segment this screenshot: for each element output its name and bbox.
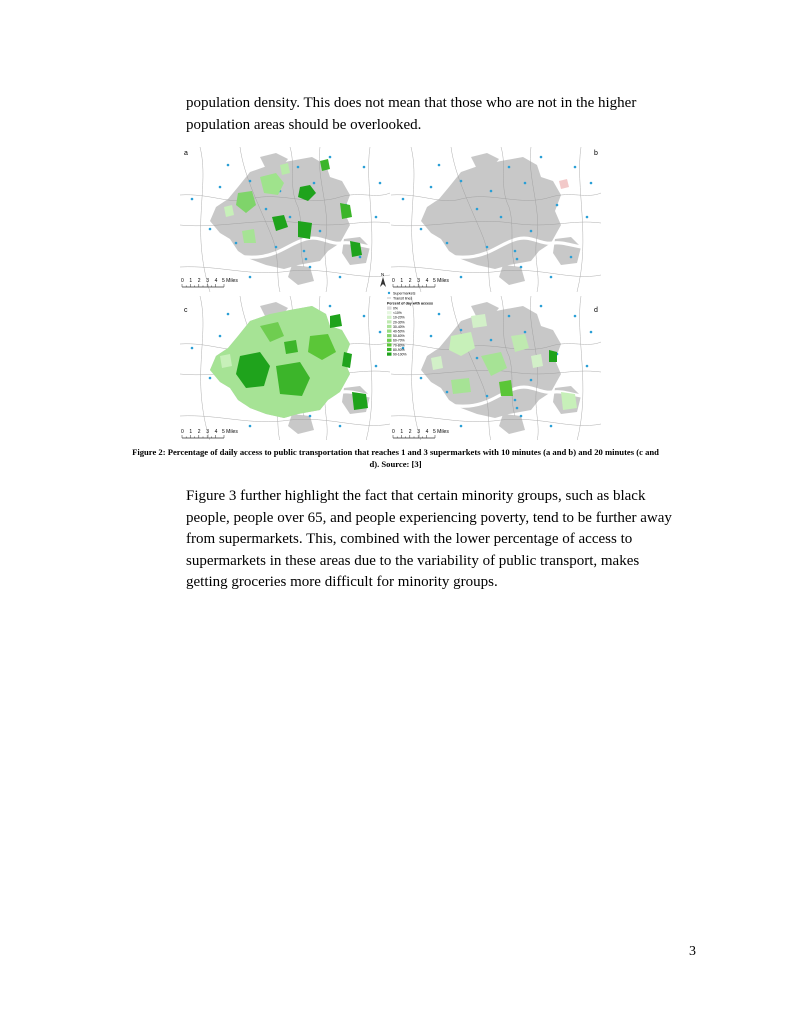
svg-text:N: N: [381, 272, 384, 277]
svg-text:3: 3: [417, 429, 420, 435]
map-panel-c: c 0 1 2 3 4 5 Miles: [180, 294, 392, 440]
map-panel-b: b 0 1 2 3 4 5 Miles: [389, 145, 601, 294]
svg-text:2: 2: [409, 278, 412, 284]
svg-text:2: 2: [198, 429, 201, 435]
legend-swatch: [387, 306, 392, 310]
svg-text:2: 2: [409, 429, 412, 435]
svg-text:5 Miles: 5 Miles: [433, 278, 449, 284]
legend-swatch: [387, 343, 392, 347]
scale-bar: 0 1 2 3 4 5 Miles: [392, 278, 449, 288]
map-panel-a: a 0 1 2 3 4 5 Miles: [180, 145, 392, 294]
svg-text:1: 1: [400, 429, 403, 435]
panel-label-d: d: [594, 307, 598, 314]
svg-text:4: 4: [215, 278, 218, 284]
legend-class-label: 30-40%: [393, 325, 405, 329]
svg-text:Supermarkets: Supermarkets: [393, 292, 416, 296]
north-arrow: N: [380, 272, 386, 287]
svg-text:4: 4: [215, 429, 218, 435]
svg-text:0: 0: [392, 429, 395, 435]
panel-label-c: c: [184, 307, 188, 314]
svg-text:3: 3: [417, 278, 420, 284]
svg-text:1: 1: [189, 429, 192, 435]
map-panel-d: d 0 1 2 3 4 5 Miles: [389, 294, 601, 440]
svg-text:4: 4: [426, 278, 429, 284]
svg-text:5 Miles: 5 Miles: [433, 429, 449, 435]
legend-swatch: [387, 329, 392, 333]
legend-swatch: [387, 320, 392, 324]
svg-text:Transit lines: Transit lines: [393, 297, 412, 301]
text-line: from supermarkets. This, combined with t…: [186, 531, 633, 547]
figure-caption: Figure 2: Percentage of daily access to …: [92, 446, 699, 470]
scale-bar: 0 1 2 3 4 5 Miles: [181, 429, 238, 439]
caption-line: d). Source: [3]: [369, 459, 422, 469]
body-paragraph-bottom: Figure 3 further highlight the fact that…: [186, 486, 706, 594]
legend-class-label: 40-50%: [393, 330, 405, 334]
text-line: supermarkets in these areas due to the v…: [186, 552, 640, 569]
svg-text:5 Miles: 5 Miles: [222, 429, 238, 435]
svg-text:3: 3: [206, 278, 209, 284]
legend-class-label: 70-80%: [393, 343, 405, 347]
svg-text:Percent of day with access: Percent of day with access: [387, 302, 433, 306]
text-line: getting groceries more difficult for min…: [186, 574, 498, 590]
body-paragraph-top: population density. This does not mean t…: [186, 93, 706, 136]
legend-swatch: [387, 334, 392, 338]
svg-text:2: 2: [198, 278, 201, 284]
svg-text:1: 1: [189, 278, 192, 284]
figure-2-maps: a 0 1 2 3 4 5 Miles b 0 1 2 3 4: [180, 145, 601, 440]
legend-swatch: [387, 311, 392, 315]
legend-class-label: 90-100%: [393, 353, 407, 357]
legend-class-label: 0%: [393, 307, 398, 311]
text-line: Figure 3 further highlight the fact that…: [186, 488, 646, 504]
legend-class-label: 60-70%: [393, 339, 405, 343]
text-line: people, people over 65, and people exper…: [186, 509, 672, 526]
legend-class-label: 80-90%: [393, 348, 405, 352]
caption-line: Figure 2: Percentage of daily access to …: [132, 447, 659, 457]
legend-swatch: [387, 324, 392, 329]
legend-class-label: 20-30%: [393, 320, 405, 324]
svg-text:5 Miles: 5 Miles: [222, 278, 238, 284]
legend-class-label: 10-20%: [393, 316, 405, 320]
legend-swatch: [387, 315, 392, 319]
svg-text:0: 0: [392, 278, 395, 284]
legend-swatch: [387, 352, 392, 356]
svg-text:3: 3: [206, 429, 209, 435]
svg-text:0: 0: [181, 278, 184, 284]
panel-label-b: b: [594, 150, 598, 157]
map-legend: Supermarkets Transit lines Percent of da…: [387, 292, 433, 357]
supermarket-point-icon: [387, 291, 391, 295]
legend-class-label: 50-60%: [393, 334, 405, 338]
panel-label-a: a: [184, 150, 188, 157]
svg-text:1: 1: [400, 278, 403, 284]
svg-text:4: 4: [426, 429, 429, 435]
page-number: 3: [689, 944, 696, 959]
legend-swatch: [387, 347, 392, 352]
text-line: population density. This does not mean t…: [186, 95, 637, 111]
legend-class-label: <10%: [393, 311, 402, 315]
text-line: population areas should be overlooked.: [186, 116, 422, 133]
svg-text:0: 0: [181, 429, 184, 435]
scale-bar: 0 1 2 3 4 5 Miles: [181, 278, 238, 288]
legend-swatch: [387, 338, 392, 342]
scale-bar: 0 1 2 3 4 5 Miles: [392, 429, 449, 439]
